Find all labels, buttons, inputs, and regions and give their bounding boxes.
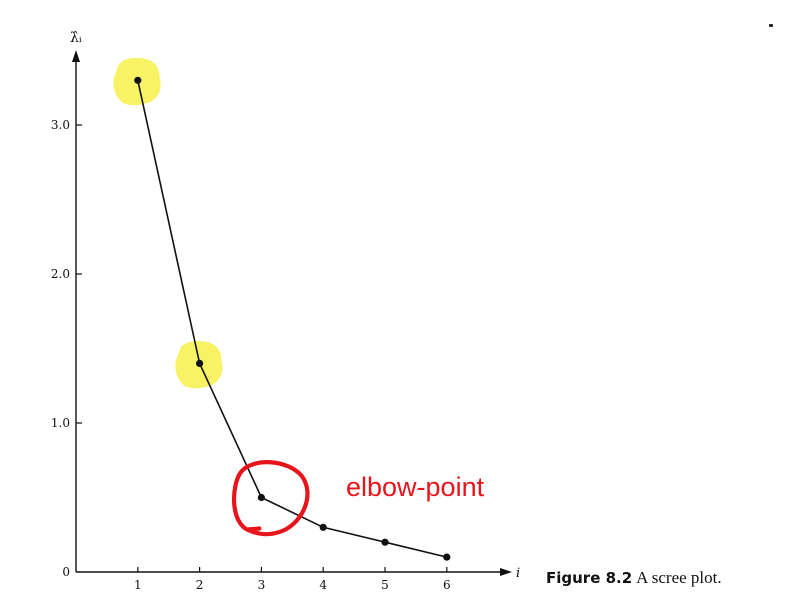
y-tick-label-3.0: 3.0 <box>51 118 70 132</box>
y-axis-label: λ̂ᵢ <box>70 30 82 46</box>
x-tick-label-6: 6 <box>443 578 451 592</box>
data-point-5 <box>381 538 389 546</box>
data-point-2 <box>196 359 204 367</box>
x-tick-label-1: 1 <box>134 578 142 592</box>
x-tick-label-5: 5 <box>381 578 389 592</box>
data-point-4 <box>319 523 327 531</box>
x-axis-label: i <box>516 566 520 581</box>
elbow-circle <box>231 460 310 537</box>
data-point-6 <box>443 553 451 561</box>
figure-caption-label: Figure 8.2 <box>546 569 633 587</box>
figure-caption-text: A scree plot. <box>636 568 722 587</box>
axes <box>72 50 512 576</box>
y-axis-arrow <box>72 50 80 62</box>
x-tick-label-4: 4 <box>319 578 327 592</box>
series-layer <box>134 76 451 561</box>
figure-caption: Figure 8.2 A scree plot. <box>546 568 722 588</box>
y-tick-label-0: 0 <box>62 565 70 579</box>
scree-line <box>137 80 447 558</box>
y-tick-label-2.0: 2.0 <box>51 267 70 281</box>
data-point-3 <box>257 493 265 502</box>
x-tick-label-2: 2 <box>196 578 204 592</box>
x-tick-label-3: 3 <box>258 578 266 592</box>
highlight-layer <box>113 57 223 389</box>
scan-speck <box>769 24 773 27</box>
x-axis-arrow <box>500 568 512 576</box>
y-tick-label-1.0: 1.0 <box>51 416 70 430</box>
data-point-1 <box>134 76 142 84</box>
elbow-point-annotation: elbow-point <box>346 472 485 502</box>
tick-layer: 1 2 3 4 5 6 0 1.0 2.0 3.0 <box>51 118 451 592</box>
